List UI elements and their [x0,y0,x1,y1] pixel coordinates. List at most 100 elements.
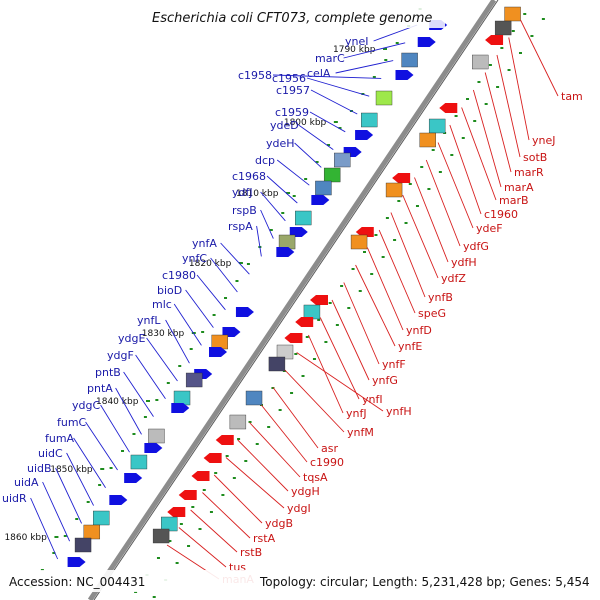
plus-gene-arrow [109,495,128,505]
cog-dot [175,562,179,564]
gene-label-plus: c1958 [238,69,272,82]
gene-leader-minus [461,107,497,201]
minus-gene-arrow [439,103,458,113]
gene-label-minus: tqsA [303,471,328,484]
gene-leader-minus [260,404,308,463]
map-title: Escherichia coli CFT073, complete genome [152,11,432,26]
gene-label-plus: ynfL [137,314,161,327]
gene-label-plus: c1959 [275,106,309,119]
cog-dot [63,535,67,537]
gene-label-minus: ydgH [291,485,320,498]
cog-dot [427,188,431,190]
features-plus-strand [67,20,448,567]
gene-leader-plus [115,387,142,435]
cog-dot [358,290,362,292]
cog-dot [304,178,308,180]
cog-dot [221,494,225,496]
cog-dot [420,166,424,168]
cog-dot [269,229,273,231]
cog-dot [351,268,355,270]
gene-label-minus: rstA [253,532,276,545]
minus-gene-arrow [203,453,222,463]
cog-dot [237,438,241,440]
plus-gene-box [315,180,332,196]
cog-dot [168,540,172,542]
plus-gene-arrow [235,307,254,317]
cog-dot [530,35,534,37]
minus-gene-arrow [191,471,210,481]
gene-leader-plus [173,303,202,346]
minus-gene-box [229,414,247,430]
gene-label-minus: ynfG [372,374,398,387]
gene-leader-plus [309,111,346,133]
gene-label-plus: pntA [87,382,113,395]
gene-leader-minus [178,527,227,568]
gene-label-plus: uidB [27,462,52,475]
gene-leader-plus [185,289,214,328]
gene-label-plus: ydgE [118,332,145,345]
gene-label-plus: c1980 [162,269,196,282]
gene-label-minus: ydfZ [441,272,466,285]
accession-text: Accession: NC_004431 [9,575,145,589]
cog-dot [523,13,527,15]
plus-gene-box [148,428,165,444]
gene-label-minus: ynfF [382,358,406,371]
gene-leader-plus [266,175,298,204]
cog-dot [278,409,282,411]
gene-leader-minus [402,194,439,279]
minus-gene-box [152,528,170,544]
gene-label-plus: ydeD [270,119,299,132]
plus-gene-box [83,524,101,540]
plus-gene-arrow [276,247,295,257]
scale-label: 1860 kbp [4,533,47,543]
gene-label-minus: ynfH [386,405,412,418]
plus-gene-arrow [289,227,308,237]
gene-label-plus: yneI [345,35,369,48]
cog-dot [143,416,147,418]
gene-leader-minus [366,247,404,331]
gene-leader-plus [146,337,178,382]
gene-label-plus: marC [315,52,345,65]
cog-dot [156,557,160,559]
plus-gene-box [361,112,378,128]
gene-label-plus: celA [307,67,331,80]
plus-gene-box [334,152,351,168]
gene-leader-minus [496,54,521,158]
plus-gene-box [211,334,228,350]
cog-dot [507,69,511,71]
cog-dot [224,297,228,299]
gene-label-minus: sotB [523,151,547,164]
gene-label-plus: dcp [255,154,275,167]
gene-label-minus: ynfI [362,393,383,406]
gene-leader-minus [284,369,345,433]
scale-label: 1830 kbp [142,329,185,339]
cog-dot [488,64,492,66]
gene-label-plus: mlc [152,298,172,311]
cog-dot [189,348,193,350]
cog-dot [191,506,195,508]
scale-tick [333,121,338,123]
scale-label: 1850 kbp [50,465,93,475]
plus-gene-arrow [417,37,436,47]
cog-dot [109,467,113,469]
minus-gene-box [428,118,446,134]
cog-dot [496,86,500,88]
minus-gene-arrow [485,35,504,45]
gene-label-minus: ydfG [463,240,489,253]
cog-dot [477,81,481,83]
cog-dot [132,433,136,435]
cog-dot [324,341,328,343]
gene-label-plus: fumC [57,416,87,429]
minus-gene-box [268,356,286,372]
minus-gene-box [419,132,436,148]
cog-dot [225,455,229,457]
scale-label: 1790 kbp [333,45,376,55]
minus-gene-arrow [215,435,234,445]
cog-dot [305,336,309,338]
gene-label-plus: ynfA [192,237,217,250]
cog-dot [281,212,285,214]
scale-tick [100,468,105,470]
gene-label-plus: uidA [14,476,39,489]
cog-dot [187,545,191,547]
